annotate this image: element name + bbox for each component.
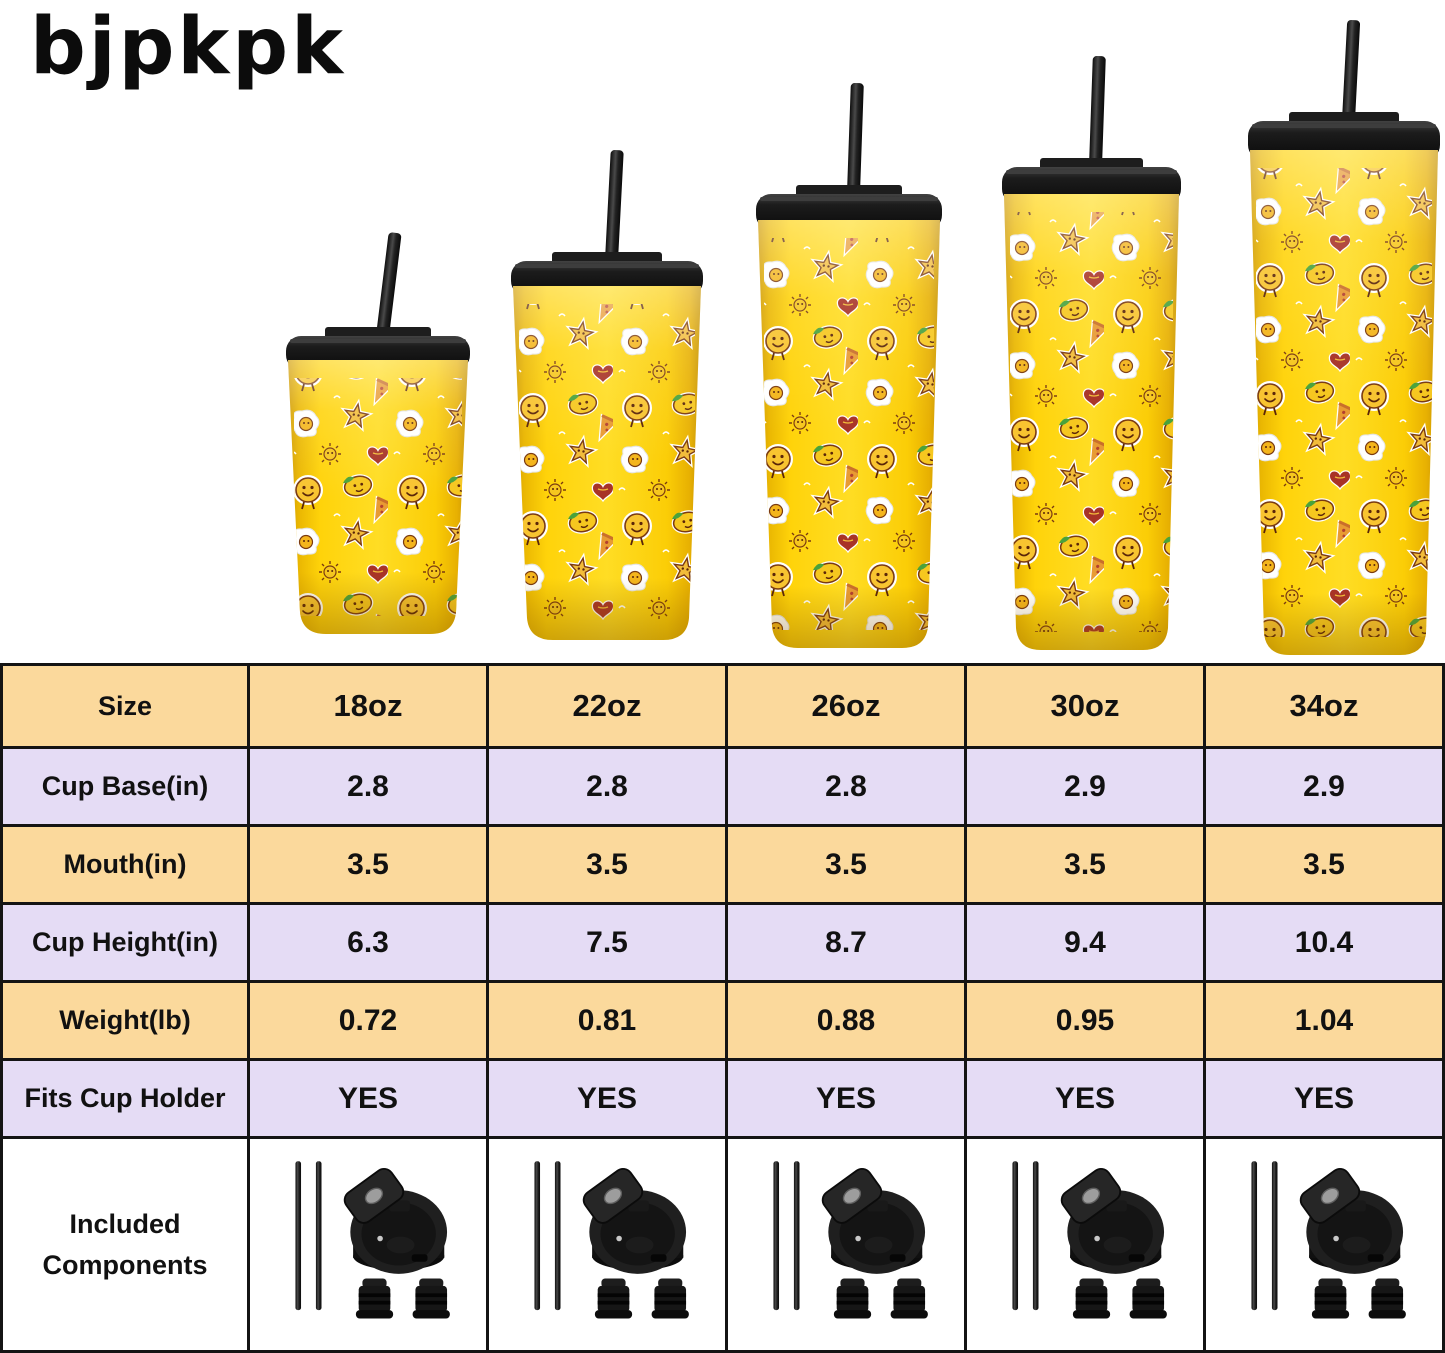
row-included-components: Included Components xyxy=(0,1136,1445,1353)
tumbler-22oz xyxy=(509,150,705,640)
row-label: Mouth(in) xyxy=(0,824,250,905)
row-cup-height: Cup Height(in) 6.3 7.5 8.7 9.4 10.4 xyxy=(0,902,1445,983)
brand-logo: bjpkpk xyxy=(30,2,346,92)
spec-value: 3.5 xyxy=(1203,824,1445,905)
col-header-size: Size xyxy=(0,663,250,749)
tumbler-18oz-image xyxy=(286,232,470,634)
spec-value: YES xyxy=(725,1058,967,1139)
spec-value: 0.72 xyxy=(247,980,489,1061)
col-header-26oz: 26oz xyxy=(725,663,967,749)
row-label: Fits Cup Holder xyxy=(0,1058,250,1139)
tumbler-18oz xyxy=(284,232,472,634)
components-image-34oz xyxy=(1203,1136,1445,1353)
tumbler-26oz-image xyxy=(756,83,942,648)
row-label: Weight(lb) xyxy=(0,980,250,1061)
spec-value: 1.04 xyxy=(1203,980,1445,1061)
tumbler-34oz xyxy=(1246,20,1442,655)
row-label: Cup Base(in) xyxy=(0,746,250,827)
spec-value: YES xyxy=(1203,1058,1445,1139)
spec-value: 3.5 xyxy=(247,824,489,905)
tumbler-22oz-image xyxy=(511,150,703,640)
spec-value: 2.8 xyxy=(486,746,728,827)
header-row: Size 18oz 22oz 26oz 30oz 34oz xyxy=(0,663,1445,749)
col-header-34oz: 34oz xyxy=(1203,663,1445,749)
tumbler-body xyxy=(1250,150,1438,655)
spec-value: 6.3 xyxy=(247,902,489,983)
spec-value: 2.8 xyxy=(247,746,489,827)
spec-value: 3.5 xyxy=(725,824,967,905)
tumbler-34oz-image xyxy=(1248,20,1440,655)
tumbler-body xyxy=(1004,194,1179,650)
spec-value: 9.4 xyxy=(964,902,1206,983)
tumbler-body xyxy=(758,220,940,648)
row-cup-base: Cup Base(in) 2.8 2.8 2.8 2.9 2.9 xyxy=(0,746,1445,827)
row-label: Included Components xyxy=(0,1136,250,1353)
spec-value: 8.7 xyxy=(725,902,967,983)
spec-value: 2.9 xyxy=(964,746,1206,827)
spec-value: YES xyxy=(486,1058,728,1139)
spec-value: 2.9 xyxy=(1203,746,1445,827)
spec-value: YES xyxy=(247,1058,489,1139)
tumbler-body xyxy=(288,360,468,634)
spec-value: 3.5 xyxy=(486,824,728,905)
row-weight: Weight(lb) 0.72 0.81 0.88 0.95 1.04 xyxy=(0,980,1445,1061)
spec-value: 7.5 xyxy=(486,902,728,983)
row-fits-cup-holder: Fits Cup Holder YES YES YES YES YES xyxy=(0,1058,1445,1139)
tumbler-straw xyxy=(1089,56,1106,169)
components-image-26oz xyxy=(725,1136,967,1353)
tumbler-body xyxy=(513,286,701,640)
tumbler-straw xyxy=(605,150,624,263)
spec-value: 0.81 xyxy=(486,980,728,1061)
spec-value: 0.88 xyxy=(725,980,967,1061)
spec-value: 10.4 xyxy=(1203,902,1445,983)
col-header-22oz: 22oz xyxy=(486,663,728,749)
tumbler-30oz-image xyxy=(1002,56,1181,650)
tumbler-30oz xyxy=(1000,56,1183,650)
tumbler-straw xyxy=(376,232,402,337)
components-image-22oz xyxy=(486,1136,728,1353)
product-lineup xyxy=(0,0,1445,663)
col-header-18oz: 18oz xyxy=(247,663,489,749)
spec-table: Size 18oz 22oz 26oz 30oz 34oz Cup Base(i… xyxy=(0,663,1445,1353)
tumbler-straw xyxy=(1342,20,1361,123)
spec-value: 2.8 xyxy=(725,746,967,827)
tumbler-26oz xyxy=(754,83,944,648)
spec-value: 3.5 xyxy=(964,824,1206,905)
spec-value: YES xyxy=(964,1058,1206,1139)
tumbler-straw xyxy=(847,83,864,196)
components-image-30oz xyxy=(964,1136,1206,1353)
row-label: Cup Height(in) xyxy=(0,902,250,983)
col-header-30oz: 30oz xyxy=(964,663,1206,749)
row-mouth: Mouth(in) 3.5 3.5 3.5 3.5 3.5 xyxy=(0,824,1445,905)
spec-value: 0.95 xyxy=(964,980,1206,1061)
components-image-18oz xyxy=(247,1136,489,1353)
